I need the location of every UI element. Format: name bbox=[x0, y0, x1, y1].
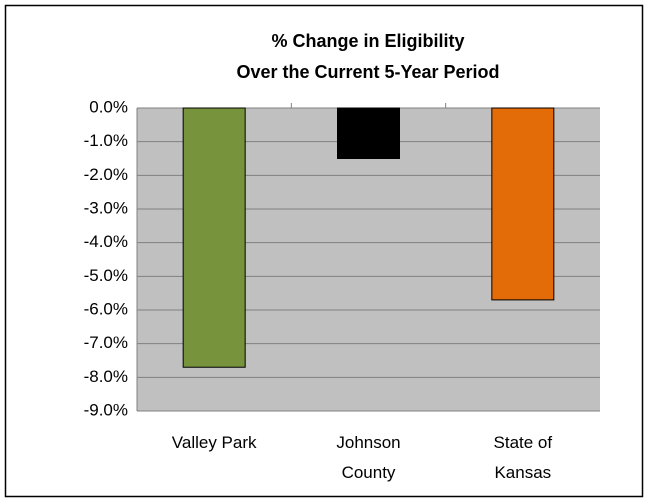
y-tick-label: -5.0% bbox=[84, 266, 128, 285]
y-tick-label: -4.0% bbox=[84, 232, 128, 251]
y-tick-label: -1.0% bbox=[84, 131, 128, 150]
chart-title: Over the Current 5-Year Period bbox=[236, 62, 499, 82]
x-tick-label: Johnson County bbox=[336, 433, 401, 482]
y-tick-label: -2.0% bbox=[84, 165, 128, 184]
bar bbox=[182, 107, 246, 368]
x-tick-label: State of Kansas bbox=[493, 433, 553, 482]
y-tick-label: -6.0% bbox=[84, 299, 128, 318]
y-tick-label: 0.0% bbox=[89, 97, 128, 116]
chart-title: % Change in Eligibility bbox=[271, 31, 464, 51]
y-tick-label: -8.0% bbox=[84, 367, 128, 386]
bar bbox=[337, 107, 400, 159]
y-tick-label: -7.0% bbox=[84, 333, 128, 352]
x-tick-label: Valley Park bbox=[171, 433, 257, 452]
bar bbox=[491, 107, 555, 301]
y-tick-label: -9.0% bbox=[84, 400, 128, 419]
y-tick-label: -3.0% bbox=[84, 198, 128, 217]
